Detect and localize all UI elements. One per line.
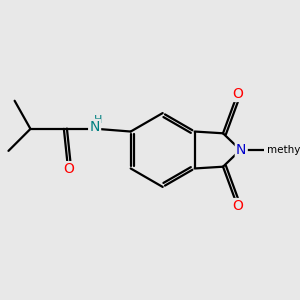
Text: N: N [89,120,100,134]
Text: O: O [232,87,243,101]
Text: methyl: methyl [267,145,300,155]
Text: H: H [94,115,102,125]
Text: O: O [232,199,243,213]
Text: N: N [236,143,246,157]
Text: O: O [64,162,75,176]
